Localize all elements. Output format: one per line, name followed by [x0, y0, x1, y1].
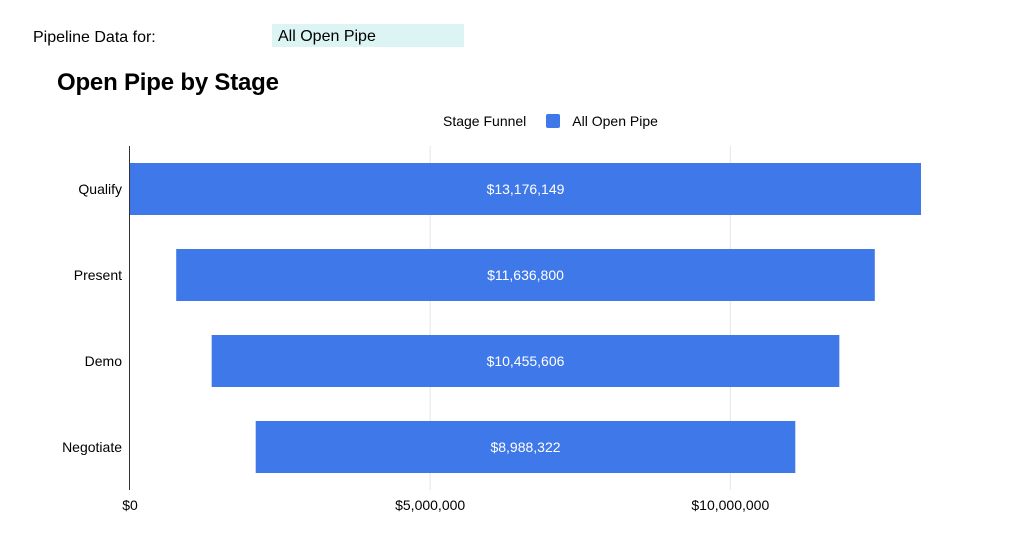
x-tick-label: $10,000,000: [691, 497, 769, 513]
bar-demo: [211, 335, 840, 387]
x-tick-label: $0: [122, 497, 138, 513]
chart-legend: Stage Funnel All Open Pipe: [443, 111, 658, 131]
bar-value-label: $13,176,149: [487, 181, 565, 197]
x-tick-label: $5,000,000: [395, 497, 465, 513]
category-label: Present: [74, 267, 122, 283]
category-label: Qualify: [78, 181, 122, 197]
filter-value-cell[interactable]: All Open Pipe: [272, 24, 464, 47]
bar-value-label: $10,455,606: [487, 353, 565, 369]
bar-negotiate: [255, 421, 796, 473]
bar-qualify: [130, 163, 921, 215]
chart-title: Open Pipe by Stage: [57, 69, 279, 96]
bar-present: [176, 249, 875, 301]
legend-title: Stage Funnel: [443, 113, 527, 129]
filter-label: Pipeline Data for:: [33, 29, 156, 46]
category-labels: Qualify Present Demo Negotiate: [62, 181, 122, 455]
legend-series-label: All Open Pipe: [572, 113, 658, 129]
bars: $13,176,149 $11,636,800 $10,455,606 $8,988,…: [130, 163, 921, 473]
bar-value-label: $11,636,800: [487, 267, 564, 283]
legend-swatch: [546, 114, 561, 128]
bar-value-label: $8,988,322: [490, 439, 560, 455]
category-label: Negotiate: [62, 439, 122, 455]
x-axis-ticks: $0 $5,000,000 $10,000,000: [122, 497, 769, 513]
category-label: Demo: [85, 353, 123, 369]
